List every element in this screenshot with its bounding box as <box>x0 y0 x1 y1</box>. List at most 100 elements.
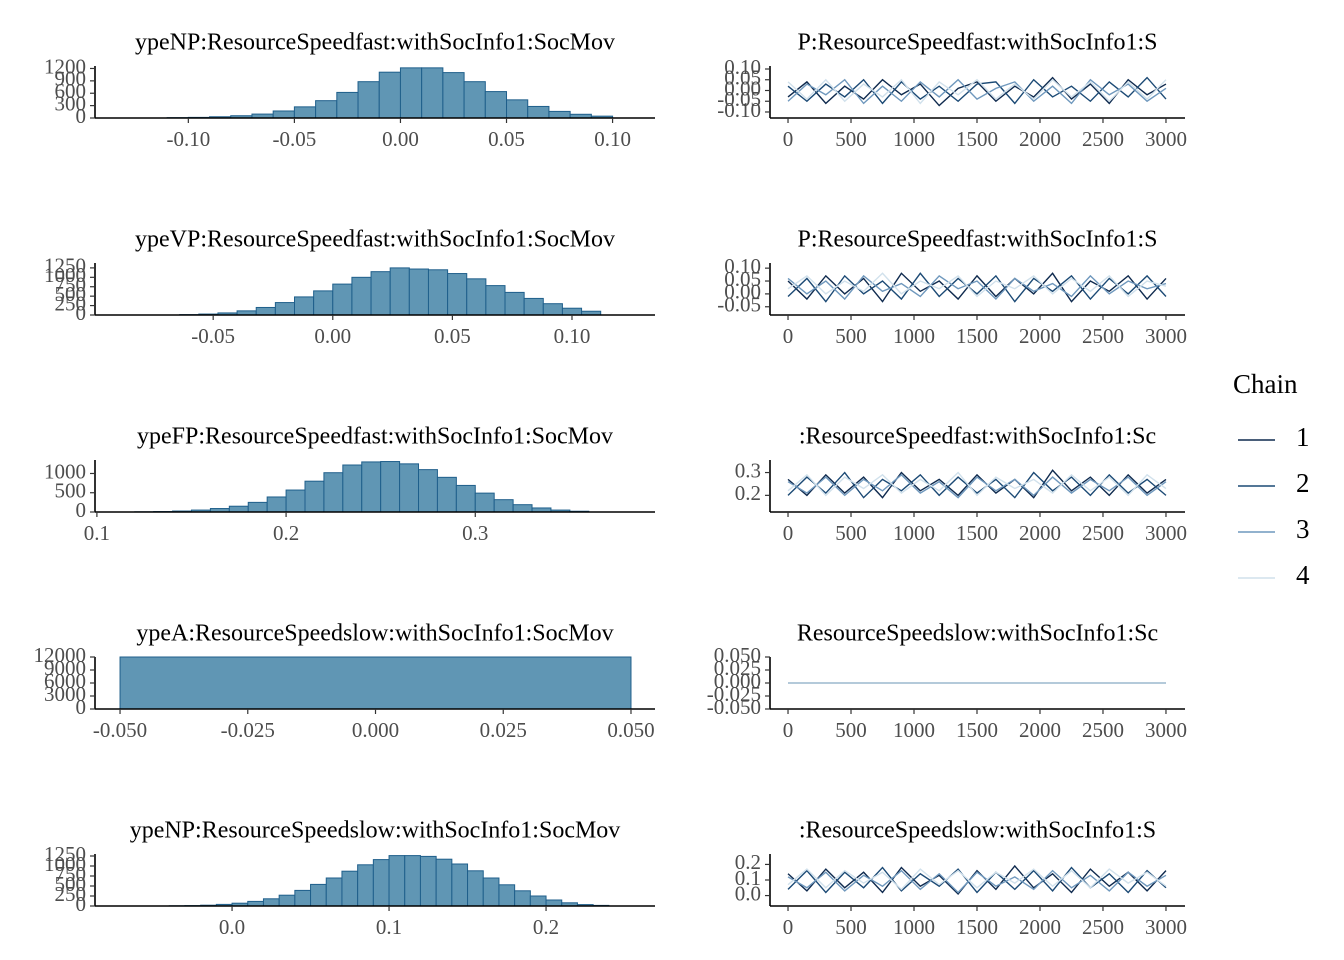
bar <box>399 463 420 513</box>
y-tick-label: 0.000 <box>714 669 761 693</box>
y-tick-label: 0.00 <box>724 76 761 100</box>
bar <box>255 306 276 316</box>
bar <box>294 889 312 907</box>
trace-line <box>787 473 1167 499</box>
bar <box>262 898 280 907</box>
bar <box>493 499 514 513</box>
bar <box>332 283 353 316</box>
y-tick-label: 1250 <box>44 842 86 866</box>
y-tick-label: 0.3 <box>735 458 761 482</box>
y-tick-label: 0.0 <box>735 881 761 905</box>
y-tick-label: 300 <box>55 91 87 115</box>
bar <box>427 269 449 316</box>
bar <box>388 855 406 907</box>
panel-title: ypeFP:ResourceSpeedfast:withSocInfo1:Soc… <box>137 424 613 450</box>
y-tick-label: 0.00 <box>724 280 761 304</box>
panel-title: ypeNP:ResourceSpeedslow:withSocInfo1:Soc… <box>130 818 621 844</box>
x-tick-label: -0.025 <box>221 718 275 742</box>
bar <box>313 290 334 316</box>
y-tick-label: 12000 <box>34 643 87 667</box>
bar <box>467 870 484 907</box>
y-tick-label: 1000 <box>44 852 86 876</box>
bar <box>451 863 469 907</box>
y-tick-label: -0.05 <box>717 87 761 111</box>
x-tick-label: 0.1 <box>376 915 402 939</box>
bar <box>315 100 338 119</box>
panel-title: ypeVP:ResourceSpeedfast:withSocInfo1:Soc… <box>135 227 615 253</box>
y-tick-label: 750 <box>55 862 87 886</box>
x-tick-label: 0.050 <box>607 718 654 742</box>
x-tick-label: 0.10 <box>554 324 591 348</box>
trace-line <box>787 272 1167 298</box>
bar <box>361 461 382 513</box>
bar <box>228 505 249 513</box>
x-tick-label: 0.2 <box>273 521 299 545</box>
x-tick-label: 3000 <box>1145 324 1187 348</box>
bar <box>419 855 437 907</box>
x-tick-label: 500 <box>835 915 867 939</box>
bar <box>336 91 359 119</box>
bar <box>442 72 465 119</box>
trace-line <box>787 78 1167 105</box>
x-tick-label: 3000 <box>1145 718 1187 742</box>
x-tick-label: 0 <box>783 127 794 151</box>
x-tick-label: 0 <box>783 915 794 939</box>
bar <box>506 99 529 119</box>
panel-title: P:ResourceSpeedfast:withSocInfo1:S <box>798 30 1158 56</box>
trace-line <box>787 469 1167 499</box>
bar <box>463 81 486 119</box>
trace-line <box>787 78 1167 105</box>
bar <box>504 291 525 316</box>
bar <box>545 899 563 907</box>
x-tick-label: 3000 <box>1145 521 1187 545</box>
x-tick-label: 2500 <box>1082 521 1124 545</box>
trace-line <box>787 274 1167 301</box>
y-tick-label: 6000 <box>44 669 86 693</box>
bar <box>370 271 391 316</box>
bar <box>372 859 390 907</box>
bar <box>498 884 516 907</box>
y-tick-label: 0.05 <box>724 66 761 90</box>
x-tick-label: 0.3 <box>462 521 488 545</box>
x-tick-label: -0.05 <box>191 324 235 348</box>
x-tick-label: 500 <box>835 718 867 742</box>
bar <box>399 67 423 119</box>
x-tick-label: 0 <box>783 521 794 545</box>
x-tick-label: 0.000 <box>352 718 399 742</box>
bar <box>304 480 325 513</box>
x-tick-label: 2000 <box>1019 127 1061 151</box>
x-tick-label: -0.05 <box>273 127 317 151</box>
x-tick-label: 0.00 <box>314 324 351 348</box>
x-tick-label: 2500 <box>1082 718 1124 742</box>
trace-line <box>787 471 1167 497</box>
y-tick-label: -0.10 <box>717 98 761 122</box>
y-tick-label: 0.2 <box>735 850 761 874</box>
x-tick-label: 1500 <box>956 915 998 939</box>
panel-title: :ResourceSpeedslow:withSocInfo1:S <box>799 818 1156 844</box>
x-tick-label: 1000 <box>893 127 935 151</box>
y-tick-label: 3000 <box>44 682 86 706</box>
bar <box>357 81 380 119</box>
y-tick-label: 600 <box>55 79 87 103</box>
y-tick-label: 250 <box>55 882 87 906</box>
panel-title: ResourceSpeedslow:withSocInfo1:Sc <box>797 621 1158 647</box>
x-tick-label: 1500 <box>956 127 998 151</box>
bar <box>351 276 372 316</box>
bar <box>548 110 571 119</box>
bar <box>357 864 374 907</box>
x-tick-label: 2000 <box>1019 718 1061 742</box>
x-tick-label: 1000 <box>893 718 935 742</box>
legend-label: 2 <box>1296 468 1310 498</box>
x-tick-label: 1500 <box>956 521 998 545</box>
bar <box>485 285 506 316</box>
y-tick-label: 0 <box>76 695 87 719</box>
trace-line <box>787 76 1167 105</box>
trace-line <box>787 864 1167 896</box>
y-tick-label: 1000 <box>44 263 86 287</box>
bar <box>341 870 359 907</box>
y-tick-label: 1000 <box>44 459 86 483</box>
bar <box>512 504 533 513</box>
x-tick-label: 2500 <box>1082 324 1124 348</box>
